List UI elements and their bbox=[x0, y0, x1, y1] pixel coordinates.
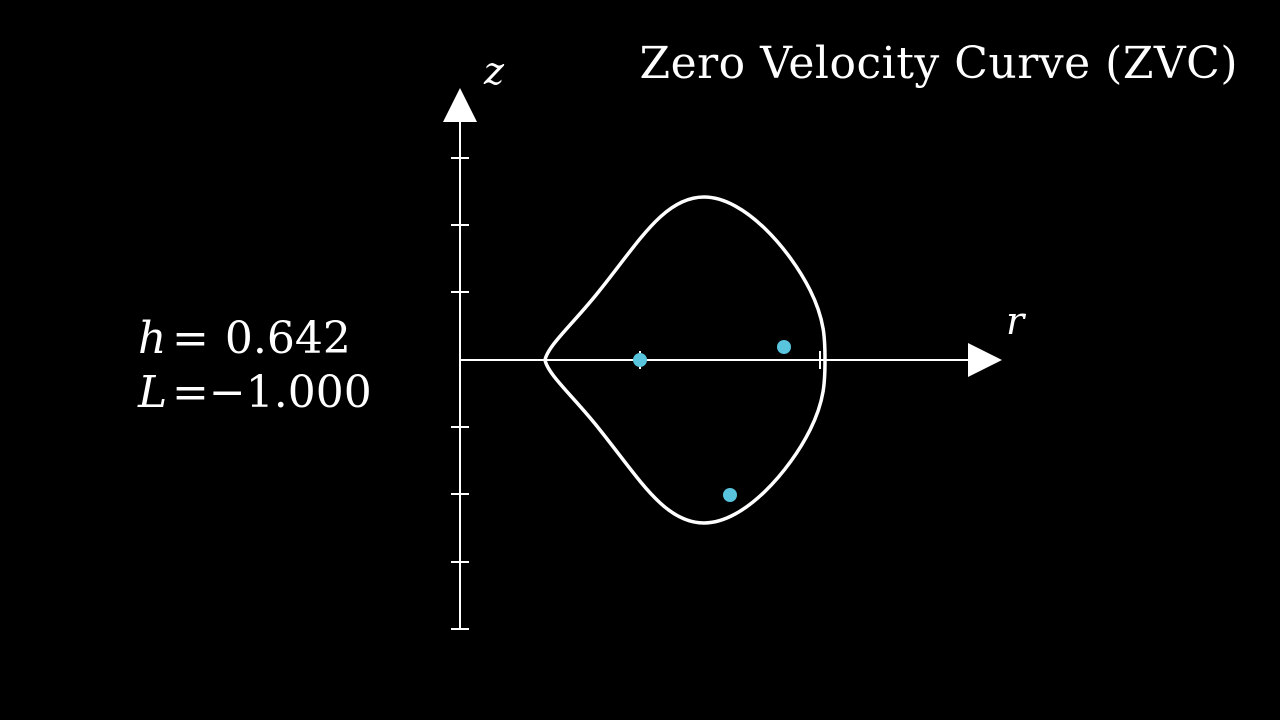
z-axis-label: z bbox=[483, 49, 505, 93]
param-L-equals: = bbox=[172, 367, 209, 418]
body-point bbox=[777, 340, 791, 354]
param-L-row: L = −1.000 bbox=[138, 366, 372, 420]
param-h-row: h = 0.642 bbox=[138, 312, 372, 366]
parameter-readout: h = 0.642 L = −1.000 bbox=[138, 312, 372, 420]
param-h-value: 0.642 bbox=[224, 313, 351, 364]
z-axis-arrowhead bbox=[443, 88, 477, 122]
param-L-symbol: L bbox=[138, 367, 168, 418]
r-axis-arrowhead bbox=[968, 343, 1002, 377]
param-h-equals: = bbox=[172, 313, 209, 364]
z-axis-ticks bbox=[451, 157, 469, 630]
scene-title: Zero Velocity Curve (ZVC) bbox=[639, 38, 1238, 89]
zero-velocity-curve bbox=[543, 195, 827, 525]
body-points bbox=[633, 340, 791, 502]
r-axis-label: r bbox=[1006, 299, 1027, 343]
body-point bbox=[723, 488, 737, 502]
body-point bbox=[633, 353, 647, 367]
param-h-symbol: h bbox=[138, 313, 167, 364]
param-L-value: −1.000 bbox=[208, 367, 372, 418]
